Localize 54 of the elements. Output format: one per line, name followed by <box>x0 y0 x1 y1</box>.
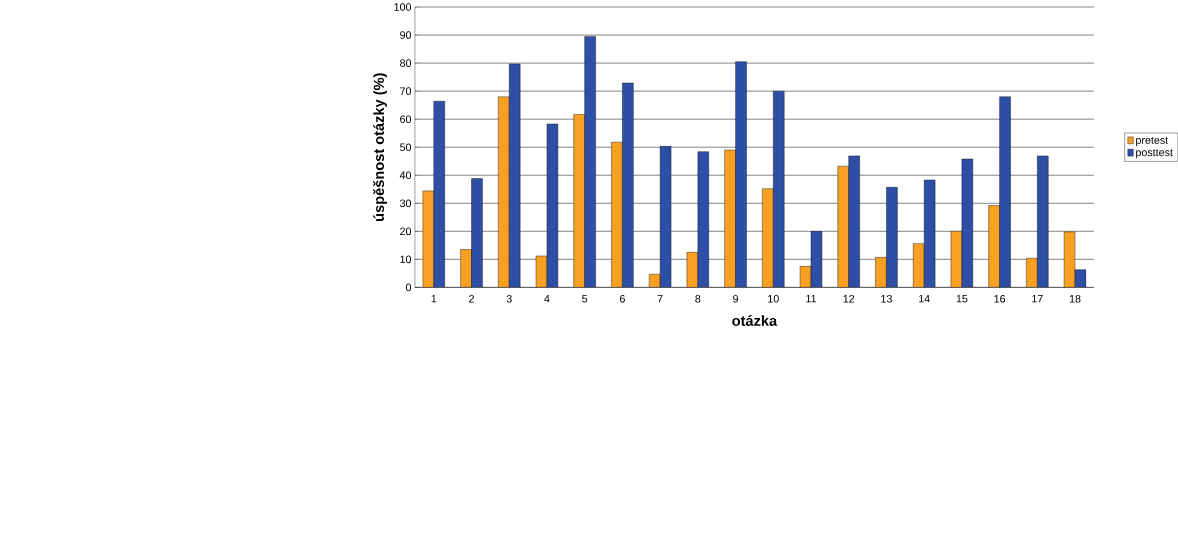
bar <box>773 90 785 288</box>
x-tick-label: 16 <box>994 294 1006 303</box>
bar <box>573 113 585 288</box>
y-tick-label: 70 <box>400 87 412 95</box>
x-tick-label: 6 <box>619 294 625 303</box>
bar <box>509 63 521 288</box>
legend-label: posttest <box>1136 148 1173 159</box>
bar <box>762 188 774 288</box>
bar <box>584 35 596 288</box>
bar <box>848 155 860 288</box>
x-tick-label: 15 <box>956 294 968 303</box>
legend-label: pretest <box>1136 136 1169 146</box>
x-tick-label: 10 <box>768 294 779 303</box>
bar <box>622 82 634 288</box>
x-tick-label: 11 <box>806 294 817 303</box>
bar <box>988 205 1000 288</box>
x-tick-label: 5 <box>582 294 588 303</box>
x-tick-label: 4 <box>544 294 550 303</box>
y-tick-label: 0 <box>405 283 412 291</box>
bar <box>422 190 434 288</box>
bar <box>471 178 483 288</box>
x-tick-label: 2 <box>469 294 474 303</box>
y-tick-label: 30 <box>400 199 412 207</box>
x-tick-label: 1 <box>431 294 437 303</box>
x-tick-label: 12 <box>843 294 855 303</box>
bar <box>498 96 510 288</box>
bar <box>1037 155 1049 288</box>
bar <box>999 96 1011 288</box>
y-tick-label: 40 <box>399 171 412 179</box>
bar <box>724 149 736 288</box>
x-tick-label: 3 <box>506 294 512 303</box>
x-tick-label: 8 <box>695 294 701 303</box>
y-tick-label: 60 <box>400 115 412 123</box>
bar <box>735 61 747 288</box>
bar <box>611 141 623 288</box>
x-axis-title: otázka <box>732 314 778 326</box>
y-tick-label: 80 <box>400 59 412 67</box>
x-tick-label: 13 <box>881 294 892 303</box>
y-tick-label: 20 <box>400 227 412 235</box>
bar <box>837 165 849 288</box>
x-tick-label: 7 <box>657 294 663 303</box>
x-tick-label: 9 <box>733 294 739 303</box>
y-axis-title: úspěšnost otázky (%) <box>373 73 387 221</box>
y-tick-label: 50 <box>400 143 412 151</box>
y-tick-label: 90 <box>400 31 412 39</box>
x-tick-label: 18 <box>1069 294 1081 303</box>
bar <box>697 151 709 288</box>
bar <box>913 243 925 288</box>
bar <box>433 100 445 288</box>
bar <box>886 186 898 288</box>
y-tick-label: 100 <box>394 3 412 11</box>
x-tick-label: 17 <box>1032 294 1043 303</box>
y-tick-label: 10 <box>400 255 412 263</box>
x-tick-label: 14 <box>919 294 930 303</box>
